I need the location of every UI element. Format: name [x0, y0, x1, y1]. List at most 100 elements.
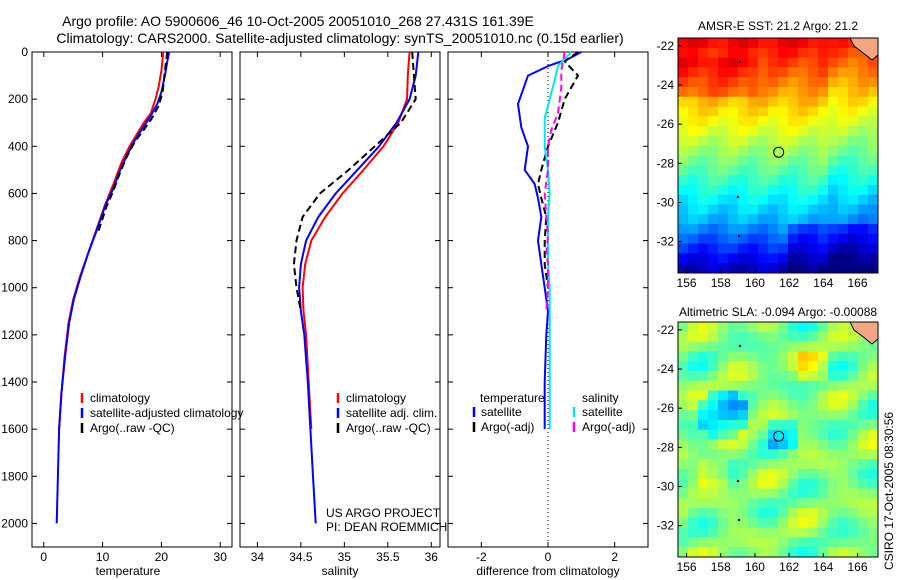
heatmap-cell — [678, 351, 689, 362]
heatmap-cell — [778, 77, 789, 88]
heatmap-cell — [758, 204, 769, 215]
heatmap-cell — [868, 380, 878, 392]
heatmap-cell — [798, 400, 809, 411]
heatmap-cell — [858, 390, 869, 401]
heatmap-cell — [678, 224, 689, 235]
heatmap-cell — [868, 429, 878, 441]
heatmap-cell — [808, 410, 819, 421]
credit-line2: PI: DEAN ROEMMICH — [326, 520, 447, 534]
legend-label-satellite: satellite adj. clim. — [346, 406, 437, 420]
heatmap-cell — [768, 508, 779, 519]
heatmap-cell — [818, 224, 829, 235]
heatmap-cell — [728, 410, 739, 421]
heatmap-cell — [768, 331, 779, 343]
heatmap-cell — [768, 488, 779, 499]
heatmap-cell — [718, 106, 729, 117]
heatmap-cell — [758, 155, 769, 166]
heatmap-cell — [818, 361, 829, 372]
heatmap-cell — [678, 537, 689, 548]
heatmap-cell — [768, 126, 779, 137]
heatmap-cell — [858, 429, 869, 441]
temperature-legend: climatology satellite-adjusted climatolo… — [80, 391, 243, 435]
heatmap-cell — [848, 165, 859, 176]
heatmap-cell — [818, 488, 829, 499]
heatmap-cell — [848, 410, 859, 421]
heatmap-cell — [838, 96, 849, 108]
heatmap-cell — [838, 194, 849, 206]
heatmap-cell — [768, 175, 779, 186]
heatmap-cell — [848, 47, 859, 59]
heatmap-cell — [828, 361, 839, 372]
heatmap-cell — [728, 116, 739, 127]
heatmap-cell — [728, 508, 739, 519]
heatmap-cell — [758, 38, 769, 49]
heatmap-cell — [768, 390, 779, 401]
heatmap-cell — [768, 38, 779, 49]
sst-map-panel: AMSR-E SST: 21.2 Argo: 21.2 156 158 160 162… — [657, 19, 879, 290]
heatmap-cell — [758, 331, 769, 343]
heatmap-cell — [818, 371, 829, 382]
heatmap-cell — [808, 517, 819, 529]
sst-map-title: AMSR-E SST: 21.2 Argo: 21.2 — [698, 19, 858, 33]
heatmap-cell — [828, 468, 839, 480]
heatmap-cell — [768, 351, 779, 362]
heatmap-cell — [718, 488, 729, 499]
heatmap-cell — [788, 331, 799, 343]
heatmap-cell — [748, 331, 759, 343]
heatmap-cell — [808, 331, 819, 343]
heatmap-cell — [838, 263, 849, 273]
heatmap-cell — [708, 449, 719, 460]
heatmap-cell — [758, 371, 769, 382]
heatmap-cell — [698, 400, 709, 411]
heatmap-cell — [848, 439, 859, 450]
heatmap-cell — [768, 371, 779, 382]
heatmap-cell — [768, 400, 779, 411]
heatmap-cell — [858, 233, 869, 245]
heatmap-cell — [798, 67, 809, 78]
heatmap-cell — [788, 175, 799, 186]
salinity-legend: climatology satellite adj. clim. Argo(..… — [336, 391, 437, 435]
heatmap-cell — [858, 243, 869, 254]
heatmap-cell — [778, 253, 789, 264]
heatmap-cell — [778, 57, 789, 68]
heatmap-cell — [868, 459, 878, 470]
heatmap-cell — [798, 77, 809, 88]
heatmap-cell — [678, 194, 689, 206]
heatmap-cell — [708, 57, 719, 68]
series-line — [537, 51, 579, 288]
heatmap-cell — [788, 204, 799, 215]
heatmap-cell — [858, 547, 869, 557]
heatmap-cell — [868, 439, 878, 450]
heatmap-cell — [708, 459, 719, 470]
heatmap-cell — [738, 459, 749, 470]
heatmap-cell — [698, 175, 709, 186]
heatmap-cell — [718, 87, 729, 98]
heatmap-cell — [718, 67, 729, 78]
heatmap-cell — [728, 106, 739, 117]
heatmap-cell — [748, 87, 759, 98]
heatmap-cell — [758, 498, 769, 509]
heatmap-cell — [788, 263, 799, 273]
heatmap-cell — [808, 263, 819, 273]
heatmap-cell — [838, 429, 849, 441]
x-tick-label: 160 — [745, 560, 765, 574]
heatmap-cell — [818, 165, 829, 176]
heatmap-cell — [808, 547, 819, 557]
heatmap-cell — [868, 537, 878, 548]
y-tick-label: -22 — [657, 39, 675, 53]
heatmap-cell — [808, 145, 819, 157]
heatmap-cell — [848, 57, 859, 68]
heatmap-cell — [818, 527, 829, 538]
heatmap-cell — [728, 449, 739, 460]
heatmap-cell — [788, 253, 799, 264]
heatmap-cell — [698, 126, 709, 137]
heatmap-cell — [828, 106, 839, 117]
y-tick-label: 1400 — [1, 375, 28, 389]
heatmap-cell — [858, 165, 869, 176]
heatmap-cell — [698, 165, 709, 176]
heatmap-cell — [718, 351, 729, 362]
heatmap-cell — [868, 106, 878, 117]
heatmap-cell — [778, 527, 789, 538]
heatmap-cell — [758, 410, 769, 421]
heatmap-cell — [828, 547, 839, 557]
